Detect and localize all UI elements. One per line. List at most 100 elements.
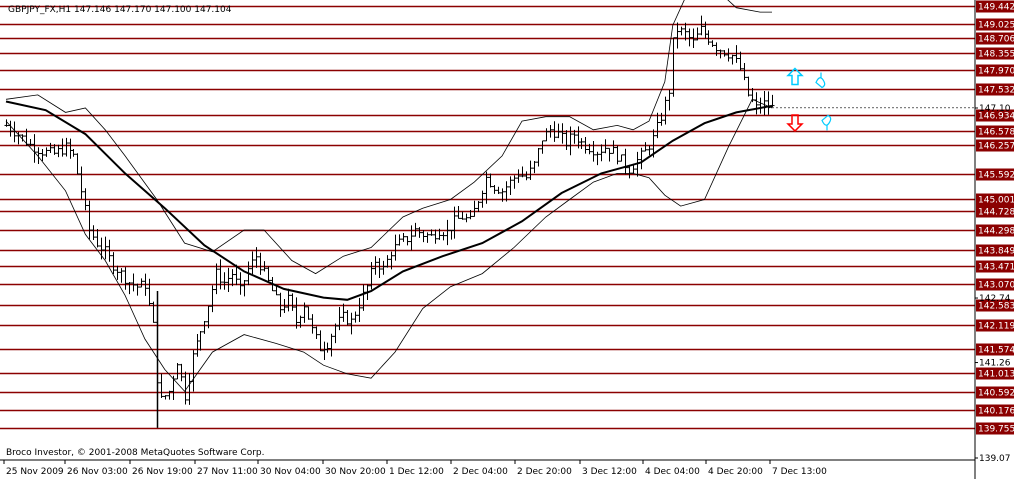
time-label: 1 Dec 12:00 bbox=[389, 467, 444, 477]
price-label: 143.070 bbox=[978, 281, 1014, 291]
candle bbox=[405, 236, 410, 246]
candle bbox=[476, 200, 481, 212]
candle bbox=[4, 119, 9, 127]
price-label: 147.970 bbox=[978, 67, 1014, 77]
price-label-bg bbox=[976, 139, 1014, 152]
price-label: 148.355 bbox=[978, 50, 1014, 60]
candle bbox=[151, 301, 156, 323]
time-label: 2 Dec 04:00 bbox=[453, 467, 508, 477]
candle bbox=[290, 293, 295, 311]
candle bbox=[198, 330, 203, 351]
candle bbox=[230, 269, 235, 287]
candle bbox=[385, 255, 390, 268]
candle bbox=[183, 371, 188, 405]
candle bbox=[441, 232, 446, 241]
candle bbox=[325, 342, 330, 353]
candle bbox=[770, 94, 775, 108]
candle bbox=[401, 232, 406, 242]
candle bbox=[429, 229, 434, 236]
time-axis: 25 Nov 2009 26 Nov 03:00 26 Nov 19:00 27 No… bbox=[3, 460, 827, 477]
candle bbox=[294, 297, 299, 329]
candle bbox=[718, 49, 723, 59]
candle bbox=[206, 305, 211, 329]
candle bbox=[671, 37, 676, 97]
candle bbox=[310, 314, 315, 334]
candle bbox=[341, 303, 346, 322]
price-label-bg bbox=[976, 18, 1014, 31]
candle bbox=[456, 205, 461, 219]
candle bbox=[373, 256, 378, 275]
candle bbox=[512, 175, 517, 189]
candle bbox=[468, 209, 473, 220]
candle bbox=[504, 181, 509, 202]
candle bbox=[365, 284, 370, 300]
price-label: 145.592 bbox=[978, 171, 1014, 181]
candle bbox=[758, 97, 763, 114]
candle bbox=[397, 234, 402, 246]
candle bbox=[746, 76, 751, 97]
candle bbox=[83, 188, 88, 211]
time-label: 26 Nov 03:00 bbox=[67, 467, 128, 477]
price-label-bg bbox=[976, 47, 1014, 60]
price-label: 143.849 bbox=[978, 247, 1014, 257]
candle bbox=[750, 87, 755, 103]
candle bbox=[167, 390, 172, 400]
candle bbox=[36, 147, 41, 164]
price-label: 141.26 bbox=[979, 359, 1011, 369]
candle bbox=[675, 22, 680, 49]
candle bbox=[202, 321, 207, 334]
candle bbox=[75, 153, 80, 175]
candle bbox=[282, 298, 287, 314]
candle bbox=[48, 142, 53, 153]
candle bbox=[568, 126, 573, 156]
candle bbox=[587, 143, 592, 155]
candle bbox=[369, 261, 374, 290]
candle bbox=[730, 54, 735, 65]
candle bbox=[564, 130, 569, 151]
price-label: 147.10 bbox=[979, 104, 1011, 114]
price-label: 142.583 bbox=[978, 302, 1014, 312]
candle bbox=[659, 112, 664, 126]
price-label: 142.119 bbox=[978, 322, 1014, 332]
candle bbox=[679, 26, 684, 36]
price-label: 143.471 bbox=[978, 263, 1014, 273]
candle bbox=[353, 311, 358, 323]
candle bbox=[314, 326, 319, 340]
candle bbox=[754, 92, 759, 115]
candle bbox=[413, 222, 418, 237]
candle bbox=[560, 123, 565, 144]
band-upper bbox=[5, 0, 772, 275]
price-label-bg bbox=[976, 64, 1014, 77]
candle bbox=[56, 144, 61, 158]
candle bbox=[28, 138, 33, 147]
time-label: 30 Nov 20:00 bbox=[325, 467, 386, 477]
candle bbox=[627, 164, 632, 179]
price-label: 148.706 bbox=[978, 35, 1014, 45]
time-label: 2 Dec 20:00 bbox=[517, 467, 572, 477]
price-label-bg bbox=[976, 193, 1014, 206]
candle bbox=[119, 268, 124, 283]
candle bbox=[266, 266, 271, 283]
candle bbox=[695, 27, 700, 41]
candle bbox=[643, 142, 648, 152]
candle bbox=[258, 252, 263, 275]
candle bbox=[87, 200, 92, 240]
candle bbox=[603, 139, 608, 154]
candle bbox=[663, 96, 668, 125]
candle bbox=[508, 176, 513, 195]
price-label: 139.755 bbox=[978, 425, 1014, 435]
candle bbox=[254, 247, 259, 268]
candle bbox=[734, 45, 739, 63]
candle bbox=[71, 148, 76, 157]
candle bbox=[460, 211, 465, 220]
candle bbox=[274, 285, 279, 296]
candle bbox=[337, 307, 342, 331]
candle bbox=[111, 252, 116, 274]
price-label-bg bbox=[976, 319, 1014, 332]
candle bbox=[647, 145, 652, 156]
candle bbox=[191, 350, 196, 392]
candle bbox=[99, 237, 104, 260]
